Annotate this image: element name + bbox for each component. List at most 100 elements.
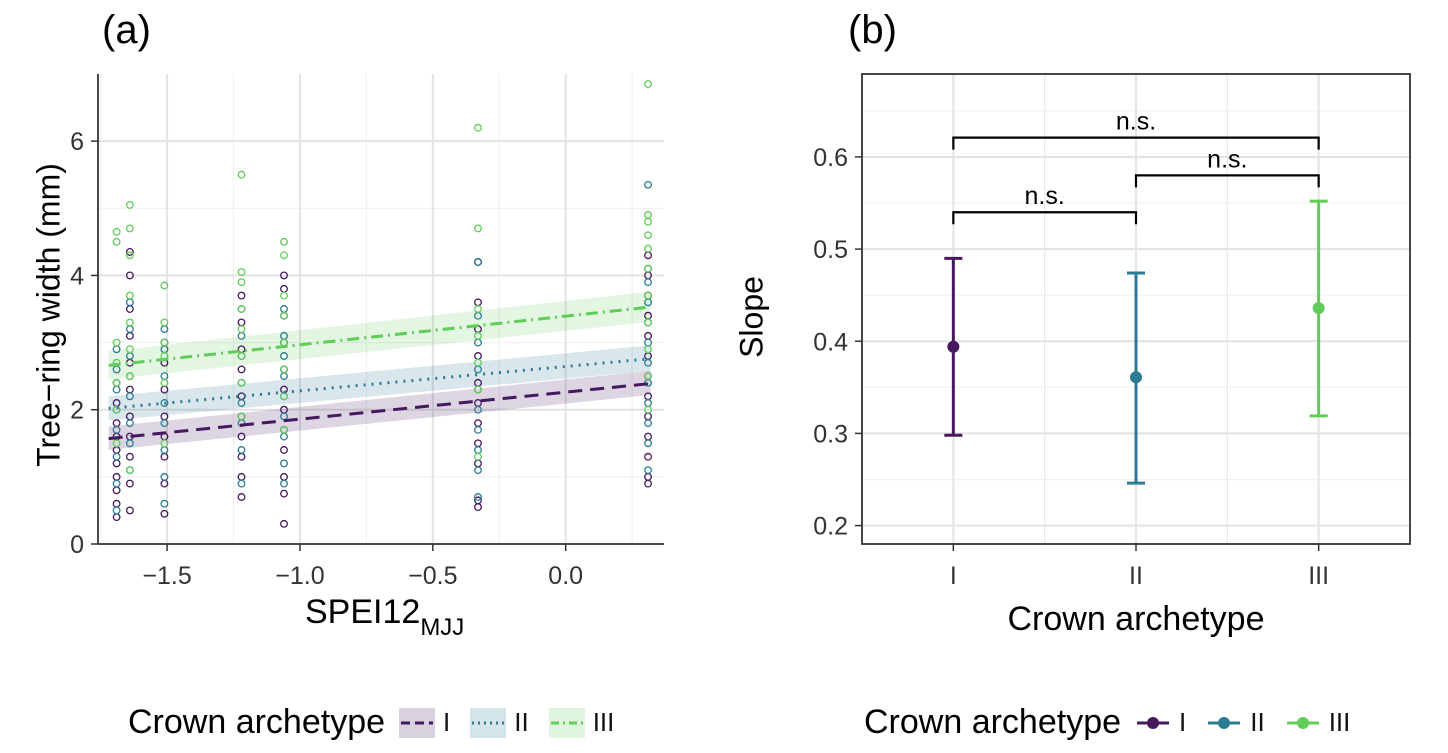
chart-a-xtick-label: 0.0 [548, 562, 583, 590]
chart-a-point-III [237, 170, 246, 179]
chart-b-bracket [1134, 174, 1320, 188]
chart-a-point-II [474, 493, 482, 501]
chart-a-point-III [644, 211, 653, 219]
chart-a-point-III [125, 345, 134, 354]
chart-a-point-III [112, 378, 121, 387]
chart-b-point-II [1130, 371, 1142, 384]
legend-a: Crown archetype I II III [128, 703, 634, 742]
chart-a-ytick-label: 0 [70, 531, 84, 559]
chart-b-point-I [947, 340, 960, 353]
chart-a-point-III [237, 412, 246, 421]
chart-a-xlabel-main: SPEI12 [305, 593, 421, 631]
chart-a-point-I [125, 479, 134, 488]
legend-a-key-i [399, 707, 436, 738]
chart-a-point-III [280, 311, 288, 320]
chart-a-point-II [644, 439, 653, 448]
chart-a-fit-line-II [108, 357, 651, 410]
chart-a-point-III [237, 378, 246, 387]
chart-a-point-III [112, 237, 121, 246]
chart-b-bracket [952, 136, 1320, 150]
chart-a-point-III [160, 378, 169, 387]
chart-a-point-I [280, 446, 288, 454]
chart-a-xlabel: SPEI12MJJ [305, 593, 464, 642]
chart-a-point-II [474, 258, 482, 266]
legend-b-label-ii: II [1250, 707, 1265, 737]
chart-b-xtick-label: II [1129, 562, 1143, 590]
legend-a-key-ii [470, 707, 507, 738]
chart-b-ytick-label: 0.4 [813, 328, 848, 356]
chart-a-point-II [160, 419, 169, 428]
panel-a-label: (a) [102, 8, 151, 52]
chart-a-point-III [474, 452, 482, 461]
chart-b-point-III [1312, 302, 1325, 315]
chart-a-point-III [160, 281, 169, 290]
legend-b-key-ii [1208, 716, 1241, 729]
chart-a-point-II [160, 499, 169, 508]
chart-a-point-II [125, 439, 134, 448]
chart-a-point-II [474, 425, 482, 434]
chart-a-point-II [474, 466, 482, 475]
chart-a-point-III [644, 318, 653, 327]
chart-a-xtick-label: −1.5 [142, 562, 191, 590]
chart-a: −1.5 −1.0 −0.5 0.0 0 2 4 6 [70, 74, 664, 590]
chart-a-point-III [280, 365, 288, 374]
chart-a-point-III [644, 231, 653, 240]
chart-a-point-I [280, 271, 288, 280]
chart-a-point-III [125, 318, 134, 327]
legend-a-label-ii: II [514, 707, 529, 737]
chart-a-point-III [160, 318, 169, 327]
chart-a-point-III [644, 244, 653, 253]
chart-a-point-II [112, 425, 121, 434]
legend-b: Crown archetype I II III [864, 703, 1370, 742]
chart-a-plot-bg [98, 74, 664, 544]
legend-b-title: Crown archetype [864, 703, 1122, 741]
chart-b-bracket-label: n.s. [1116, 108, 1156, 136]
chart-b-bracket-label: n.s. [1025, 182, 1065, 210]
chart-a-point-II [280, 479, 288, 488]
chart-a-point-III [644, 372, 653, 381]
chart-a-point-III [125, 200, 134, 209]
legend-a-title: Crown archetype [128, 703, 386, 741]
legend-b-label-iii: III [1328, 707, 1351, 737]
chart-a-point-II [644, 358, 653, 367]
chart-a-point-II [280, 352, 288, 360]
legend-a-item-ii: II [470, 707, 534, 738]
chart-a-point-I [237, 291, 246, 300]
chart-a-xlabel-sub: MJJ [420, 614, 465, 641]
legend-a-key-iii [548, 707, 585, 738]
chart-a-point-III [644, 345, 653, 354]
chart-a-point-III [160, 439, 169, 448]
chart-a-point-III [474, 358, 482, 367]
chart-a-point-III [237, 278, 246, 287]
legend-a-item-iii: III [548, 707, 621, 738]
chart-a-point-III [644, 291, 653, 300]
chart-a-point-III [125, 251, 134, 260]
chart-a-point-III [474, 123, 482, 132]
chart-a-point-III [237, 268, 246, 277]
chart-a-point-II [474, 405, 482, 414]
chart-a-point-III [112, 439, 121, 448]
chart-a-fit-line-I [108, 382, 651, 441]
chart-a-point-III [280, 291, 288, 300]
chart-a-point-I [125, 271, 134, 280]
chart-a-point-II [280, 459, 288, 468]
chart-b-ytick-label: 0.5 [813, 236, 848, 264]
chart-a-point-II [112, 506, 121, 515]
panel-b-label: (b) [848, 8, 897, 52]
legend-b-item-i: I [1135, 707, 1192, 738]
chart-a-point-III [125, 372, 134, 381]
chart-a-point-II [160, 399, 169, 407]
chart-a-point-II [237, 479, 246, 488]
legend-a-label-iii: III [592, 707, 615, 737]
chart-a-point-III [125, 224, 134, 233]
chart-b-xtick-label: I [950, 562, 957, 590]
chart-a-point-II [237, 399, 246, 407]
chart-a-ytick-label: 6 [70, 128, 84, 156]
chart-b-ytick-label: 0.2 [813, 513, 848, 541]
chart-a-point-II [160, 472, 169, 481]
chart-a-point-III [280, 425, 288, 434]
chart-a-point-III [280, 251, 288, 260]
chart-a-point-II [644, 419, 653, 428]
legend-b-item-ii: II [1206, 707, 1270, 738]
chart-a-point-I [125, 452, 134, 461]
